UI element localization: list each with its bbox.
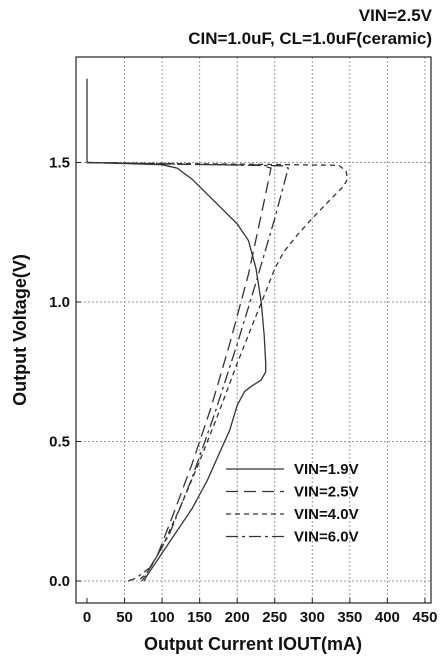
legend-label-3: VIN=4.0V — [294, 506, 359, 523]
legend: VIN=1.9V VIN=2.5V VIN=4.0V VIN=6.0V — [226, 461, 359, 546]
y-axis-label: Output Voltage(V) — [10, 254, 30, 406]
x-tick-label: 0 — [83, 609, 91, 626]
x-tick-label: 400 — [375, 609, 400, 626]
y-tick-label: 1.0 — [49, 294, 70, 311]
x-tick-label: 200 — [225, 609, 250, 626]
x-tick-label: 50 — [116, 609, 133, 626]
legend-label-2: VIN=2.5V — [294, 484, 359, 501]
series-lines — [86, 78, 349, 582]
x-tick-label: 300 — [300, 609, 325, 626]
legend-label-1: VIN=1.9V — [294, 461, 359, 478]
series-line-4 — [86, 161, 290, 582]
y-tick-label: 0.5 — [49, 434, 70, 451]
x-tick-label: 350 — [337, 609, 362, 626]
axis-ticks: 0 50 100 150 200 250 300 350 400 450 0.0 0.5 1.0 1.5 — [49, 155, 437, 627]
x-tick-label: 250 — [262, 609, 287, 626]
grid — [76, 57, 431, 603]
series-line-2 — [86, 161, 272, 582]
y-tick-label: 0.0 — [49, 573, 70, 590]
chart-title-line-2: CIN=1.0uF, CL=1.0uF(ceramic) — [188, 29, 432, 48]
x-tick-label: 150 — [187, 609, 212, 626]
series-line-1 — [86, 78, 267, 582]
x-tick-label: 450 — [412, 609, 437, 626]
legend-label-4: VIN=6.0V — [294, 529, 359, 546]
plot-frame — [75, 56, 432, 604]
x-axis-label: Output Current IOUT(mA) — [144, 634, 362, 654]
x-tick-label: 100 — [150, 609, 175, 626]
chart-title-line-1: VIN=2.5V — [359, 6, 433, 25]
y-tick-label: 1.5 — [49, 155, 70, 172]
